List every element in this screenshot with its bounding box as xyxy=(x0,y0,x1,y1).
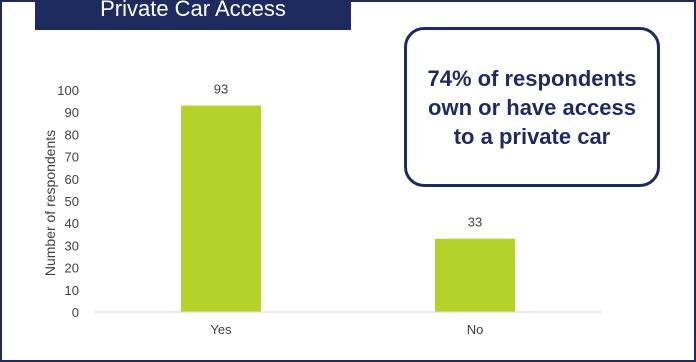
x-tick-label: Yes xyxy=(210,322,232,337)
y-tick-label: 80 xyxy=(65,127,79,142)
y-tick-label: 60 xyxy=(65,172,79,187)
x-tick-label: No xyxy=(467,322,484,337)
y-tick-label: 20 xyxy=(65,261,79,276)
y-tick-label: 70 xyxy=(65,150,79,165)
y-axis-label: Number of respondents xyxy=(42,129,58,277)
y-tick-label: 30 xyxy=(65,238,79,253)
bar-no xyxy=(435,238,515,312)
y-tick-label: 10 xyxy=(65,283,79,298)
y-tick-label: 50 xyxy=(65,194,79,209)
y-tick-label: 100 xyxy=(57,83,79,98)
chart-title: Private Car Access xyxy=(35,0,351,30)
data-label: 93 xyxy=(214,82,228,97)
bar-yes xyxy=(181,105,261,312)
y-tick-label: 90 xyxy=(65,105,79,120)
callout-text: 74% of respondents own or have access to… xyxy=(427,65,637,149)
y-tick-label: 0 xyxy=(72,305,79,320)
callout-box: 74% of respondents own or have access to… xyxy=(404,27,660,187)
data-label: 33 xyxy=(468,215,482,230)
y-tick-label: 40 xyxy=(65,216,79,231)
